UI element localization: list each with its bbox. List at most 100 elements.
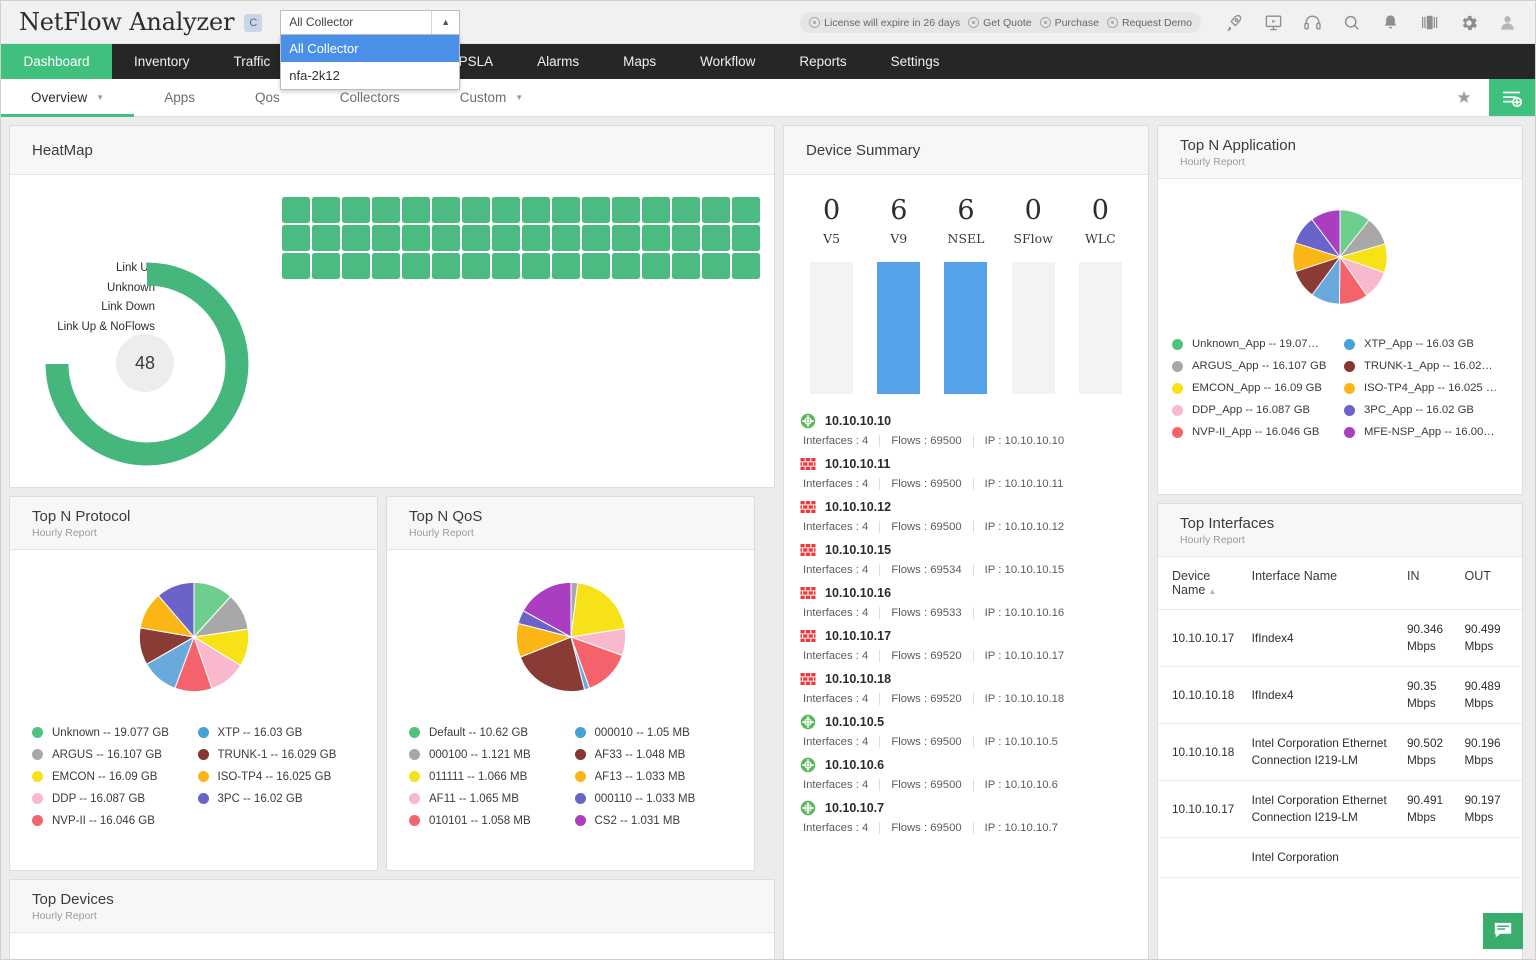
heatmap-cell[interactable] — [732, 225, 760, 251]
heatmap-cell[interactable] — [702, 253, 730, 279]
nav-item-alarms[interactable]: Alarms — [537, 54, 580, 69]
add-widget-icon[interactable] — [1489, 79, 1535, 116]
heatmap-cell[interactable] — [342, 253, 370, 279]
heatmap-cell[interactable] — [312, 225, 340, 251]
legend-item[interactable]: AF13 -- 1.033 MB — [574, 766, 735, 788]
heatmap-cell[interactable] — [612, 197, 640, 223]
legend-item[interactable]: DDP -- 16.087 GB — [32, 788, 192, 810]
legend-item[interactable]: EMCON -- 16.09 GB — [32, 766, 192, 788]
device-bar-v5[interactable] — [810, 262, 854, 394]
device-list-item[interactable]: 10.10.10.18 Interfaces : 4 Flows : 69520 IP… — [800, 662, 1132, 705]
heatmap-cell[interactable] — [642, 197, 670, 223]
heatmap-cell[interactable] — [282, 197, 310, 223]
nav-item-reports[interactable]: Reports — [799, 54, 847, 69]
collector-dropdown-menu[interactable]: All Collector nfa-2k12 — [280, 34, 461, 90]
heatmap-cell[interactable] — [732, 253, 760, 279]
nav-item-dashboard[interactable]: Dashboard — [1, 44, 112, 79]
heatmap-cell[interactable] — [282, 253, 310, 279]
chat-support-icon[interactable] — [1483, 913, 1523, 949]
heatmap-cell[interactable] — [702, 225, 730, 251]
heatmap-grid[interactable] — [282, 197, 760, 279]
device-stat-nsel[interactable]: 6 NSEL — [935, 197, 997, 246]
nav-item-inventory[interactable]: Inventory — [134, 54, 190, 69]
top-n-application-pie[interactable] — [1284, 201, 1396, 313]
heatmap-cell[interactable] — [432, 253, 460, 279]
legend-item[interactable]: 3PC -- 16.02 GB — [197, 788, 358, 810]
device-bar-wlc[interactable] — [1078, 262, 1122, 394]
legend-item[interactable]: XTP_App -- 16.03 GB — [1344, 333, 1510, 355]
heatmap-cell[interactable] — [432, 225, 460, 251]
legend-item[interactable]: Default -- 10.62 GB — [409, 722, 569, 744]
table-row[interactable]: Intel Corporation — [1158, 837, 1522, 878]
heatmap-cell[interactable] — [552, 197, 580, 223]
heatmap-cell[interactable] — [492, 197, 520, 223]
heatmap-cell[interactable] — [672, 225, 700, 251]
heatmap-cell[interactable] — [402, 197, 430, 223]
legend-item[interactable]: 000010 -- 1.05 MB — [574, 722, 735, 744]
tab-qos[interactable]: Qos — [225, 79, 310, 116]
gear-icon[interactable] — [1449, 1, 1488, 44]
nav-item-traffic[interactable]: Traffic — [233, 54, 271, 69]
heatmap-cell[interactable] — [522, 253, 550, 279]
search-icon[interactable] — [1332, 1, 1371, 44]
top-n-protocol-pie[interactable] — [129, 572, 259, 702]
device-bar-sflow[interactable] — [1011, 262, 1055, 394]
pie-slice[interactable] — [521, 581, 572, 638]
legend-item[interactable]: MFE-NSP_App -- 16.00… — [1344, 421, 1510, 443]
pie-slice[interactable] — [519, 636, 585, 692]
nav-item-settings[interactable]: Settings — [890, 54, 940, 69]
legend-item[interactable]: Unknown -- 19.077 GB — [32, 722, 192, 744]
top-n-qos-pie[interactable] — [506, 572, 636, 702]
chevron-down-icon[interactable]: ▼ — [515, 93, 524, 102]
nav-item-maps[interactable]: Maps — [623, 54, 657, 69]
heatmap-cell[interactable] — [672, 253, 700, 279]
legend-item[interactable]: AF33 -- 1.048 MB — [574, 744, 735, 766]
device-stat-v9[interactable]: 6 V9 — [868, 197, 930, 246]
device-list-item[interactable]: 10.10.10.5 Interfaces : 4 Flows : 69500 IP … — [800, 705, 1132, 748]
heatmap-cell[interactable] — [432, 197, 460, 223]
headset-icon[interactable] — [1293, 1, 1332, 44]
legend-item[interactable]: TRUNK-1_App -- 16.02… — [1344, 355, 1510, 377]
heatmap-cell[interactable] — [612, 253, 640, 279]
device-list-item[interactable]: 10.10.10.11 Interfaces : 4 Flows : 69500 IP… — [800, 447, 1132, 490]
legend-item[interactable]: NVP-II -- 16.046 GB — [32, 810, 192, 832]
rocket-icon[interactable] — [1215, 1, 1254, 44]
legend-item[interactable]: Unknown_App -- 19.07… — [1172, 333, 1338, 355]
legend-item[interactable]: 000110 -- 1.033 MB — [574, 788, 735, 810]
heatmap-cell[interactable] — [522, 225, 550, 251]
chevron-up-icon[interactable]: ▲ — [431, 10, 459, 34]
heatmap-cell[interactable] — [372, 197, 400, 223]
pie-slice[interactable] — [157, 581, 195, 639]
heatmap-cell[interactable] — [642, 253, 670, 279]
tab-apps[interactable]: Apps — [134, 79, 225, 116]
device-list-item[interactable]: 10.10.10.12 Interfaces : 4 Flows : 69500 IP… — [800, 490, 1132, 533]
heatmap-cell[interactable] — [402, 225, 430, 251]
collector-select-box[interactable]: All Collector ▲ — [280, 9, 461, 35]
legend-item[interactable]: DDP_App -- 16.087 GB — [1172, 399, 1338, 421]
purchase-item[interactable]: Purchase — [1039, 17, 1099, 29]
heatmap-cell[interactable] — [342, 197, 370, 223]
legend-item[interactable]: 3PC_App -- 16.02 GB — [1344, 399, 1510, 421]
legend-item[interactable]: ARGUS_App -- 16.107 GB — [1172, 355, 1338, 377]
heatmap-cell[interactable] — [312, 253, 340, 279]
tab-overview[interactable]: Overview ▼ — [1, 79, 135, 117]
favorite-star-icon[interactable]: ★ — [1456, 87, 1472, 107]
table-row[interactable]: 10.10.10.18 Intel Corporation Ethernet Co… — [1158, 723, 1522, 781]
book-icon[interactable] — [1410, 1, 1449, 44]
legend-item[interactable]: XTP -- 16.03 GB — [197, 722, 358, 744]
user-avatar-icon[interactable] — [1488, 1, 1527, 44]
heatmap-cell[interactable] — [312, 197, 340, 223]
tab-collectors[interactable]: Collectors — [310, 79, 430, 116]
bell-icon[interactable] — [1371, 1, 1410, 44]
pie-slice[interactable] — [569, 582, 626, 638]
heatmap-cell[interactable] — [582, 225, 610, 251]
legend-item[interactable]: AF11 -- 1.065 MB — [409, 788, 569, 810]
device-list-item[interactable]: 10.10.10.7 Interfaces : 4 Flows : 69500 IP … — [800, 791, 1132, 834]
legend-item[interactable]: 000100 -- 1.121 MB — [409, 744, 569, 766]
device-bar-v9[interactable] — [877, 262, 921, 394]
nav-item-ipsla[interactable]: IPSLA — [454, 54, 494, 69]
device-list-item[interactable]: 10.10.10.6 Interfaces : 4 Flows : 69500 IP … — [800, 748, 1132, 791]
heatmap-cell[interactable] — [702, 197, 730, 223]
collector-option-nfa2k12[interactable]: nfa-2k12 — [289, 67, 340, 83]
request-demo-item[interactable]: Request Demo — [1106, 17, 1192, 29]
